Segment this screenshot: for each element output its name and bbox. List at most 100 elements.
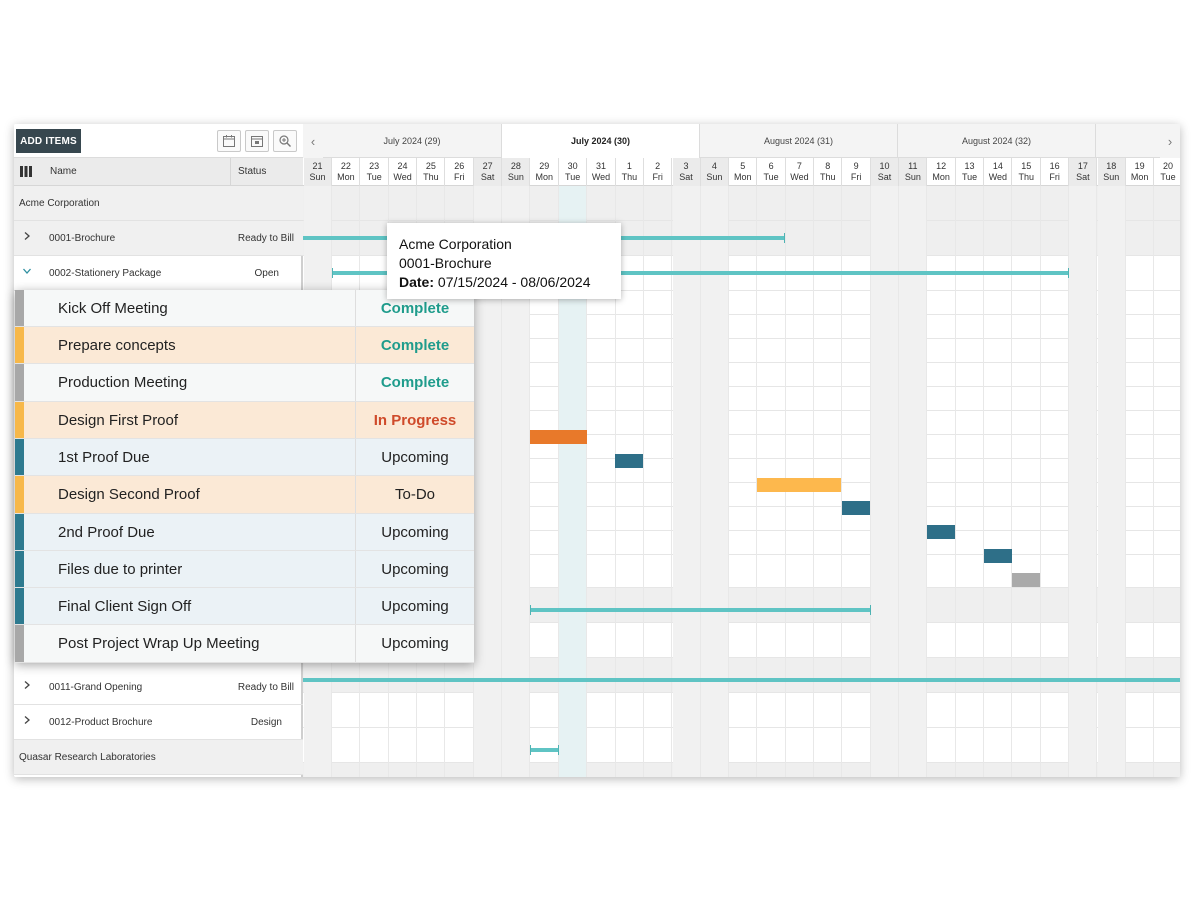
calendar-icon[interactable] bbox=[217, 130, 241, 152]
task-name: Production Meeting bbox=[58, 374, 188, 391]
task-color-stripe bbox=[15, 625, 24, 662]
task-row[interactable]: 2nd Proof Due Upcoming bbox=[15, 514, 474, 551]
group-row-acme[interactable]: Acme Corporation bbox=[14, 186, 303, 221]
group-row-bg bbox=[303, 658, 1180, 693]
task-name: Design Second Proof bbox=[58, 486, 200, 503]
day-number: 21 bbox=[312, 161, 323, 171]
day-of-week: Sun bbox=[507, 172, 524, 182]
chevron-down-icon[interactable] bbox=[22, 266, 34, 280]
task-status: Upcoming bbox=[355, 439, 474, 475]
task-row[interactable]: Final Client Sign Off Upcoming bbox=[15, 588, 474, 625]
task-color-stripe bbox=[15, 514, 24, 550]
task-row[interactable]: Post Project Wrap Up Meeting Upcoming bbox=[15, 625, 474, 663]
day-header-cell: 26 Fri bbox=[446, 158, 474, 186]
columns-icon[interactable] bbox=[20, 166, 32, 180]
day-number: 7 bbox=[796, 161, 802, 171]
task-row[interactable]: Prepare concepts Complete bbox=[15, 327, 474, 364]
task-bar-production-meeting[interactable] bbox=[530, 430, 587, 444]
chevron-right-icon[interactable] bbox=[22, 680, 34, 694]
project-bar-stationery[interactable] bbox=[332, 268, 1069, 278]
day-number: 3 bbox=[683, 161, 689, 171]
day-of-week: Sun bbox=[1103, 172, 1120, 182]
day-number: 20 bbox=[1162, 161, 1173, 171]
task-color-stripe bbox=[15, 327, 24, 363]
task-bar-1st-proof[interactable] bbox=[615, 454, 643, 468]
group-row-quasar[interactable]: Quasar Research Laboratories bbox=[14, 740, 303, 775]
task-color-stripe bbox=[15, 476, 24, 513]
chevron-right-icon[interactable]: › bbox=[1160, 124, 1180, 158]
task-bar-wrap-up[interactable] bbox=[1012, 573, 1040, 587]
chevron-left-icon[interactable]: ‹ bbox=[303, 124, 323, 158]
day-number: 24 bbox=[397, 161, 408, 171]
day-header-cell: 11 Sun bbox=[899, 158, 928, 186]
task-row-bg bbox=[303, 507, 1180, 531]
day-column bbox=[1013, 186, 1041, 777]
task-list-popup: Kick Off Meeting Complete Prepare concepts… bbox=[15, 290, 474, 663]
task-status: In Progress bbox=[355, 402, 474, 438]
task-color-stripe bbox=[15, 364, 24, 401]
day-header-cell: 31 Wed bbox=[588, 158, 616, 186]
add-items-button[interactable]: ADD ITEMS bbox=[16, 129, 81, 153]
day-column bbox=[616, 186, 644, 777]
task-bar-proof-due[interactable] bbox=[842, 501, 870, 515]
day-header-cell: 5 Mon bbox=[729, 158, 758, 186]
day-number: 18 bbox=[1106, 161, 1117, 171]
day-of-week: Thu bbox=[423, 172, 439, 182]
day-of-week: Mon bbox=[932, 172, 950, 182]
chevron-right-icon[interactable] bbox=[22, 715, 34, 729]
day-of-week: Fri bbox=[1049, 172, 1060, 182]
task-bar-range[interactable] bbox=[530, 605, 871, 615]
day-header-cell: 15 Thu bbox=[1013, 158, 1041, 186]
project-status: Ready to Bill bbox=[237, 233, 294, 244]
day-header-cell: 27 Sat bbox=[474, 158, 503, 186]
task-name: Design First Proof bbox=[58, 412, 179, 429]
day-of-week: Mon bbox=[733, 172, 752, 182]
day-of-week: Fri bbox=[652, 172, 663, 182]
task-bar-sign-off[interactable] bbox=[984, 549, 1012, 563]
day-of-week: Fri bbox=[850, 172, 862, 182]
task-row[interactable]: Design First Proof In Progress bbox=[15, 402, 474, 439]
project-bar-grand-opening[interactable] bbox=[530, 745, 559, 755]
day-header-cell: 28 Sun bbox=[502, 158, 531, 186]
day-of-week: Wed bbox=[591, 172, 611, 182]
chevron-right-icon[interactable] bbox=[22, 231, 34, 245]
day-number: 12 bbox=[936, 161, 947, 171]
task-row[interactable]: Production Meeting Complete bbox=[15, 364, 474, 402]
task-status: To-Do bbox=[355, 476, 474, 513]
month-week-label: July 2024 (29) bbox=[323, 124, 502, 158]
project-row-brochure[interactable]: 0001-Brochure Ready to Bill bbox=[14, 221, 303, 256]
day-number: 29 bbox=[539, 161, 550, 171]
project-status: Design bbox=[250, 717, 282, 728]
project-row-stationery[interactable]: 0002-Stationery Package Open bbox=[14, 256, 303, 291]
day-header-cell: 13 Tue bbox=[956, 158, 985, 186]
task-row[interactable]: Design Second Proof To-Do bbox=[15, 476, 474, 514]
day-number: 14 bbox=[992, 161, 1003, 171]
name-column-header[interactable]: Name bbox=[50, 166, 77, 177]
task-name: 2nd Proof Due bbox=[58, 524, 155, 541]
day-of-week: Thu bbox=[621, 172, 638, 182]
day-of-week: Thu bbox=[1018, 172, 1034, 182]
task-status: Upcoming bbox=[355, 514, 474, 550]
day-of-week: Mon bbox=[1130, 172, 1149, 182]
task-row[interactable]: 1st Proof Due Upcoming bbox=[15, 439, 474, 476]
task-row[interactable]: Files due to printer Upcoming bbox=[15, 551, 474, 588]
project-row-product-brochure[interactable]: 0012-Product Brochure Design bbox=[14, 705, 303, 740]
task-bar-design-first-proof[interactable] bbox=[757, 478, 841, 492]
day-column bbox=[1097, 186, 1126, 777]
tooltip-date-range: 07/15/2024 - 08/06/2024 bbox=[437, 274, 591, 290]
day-column bbox=[1069, 186, 1098, 777]
task-name: Prepare concepts bbox=[58, 337, 176, 354]
day-of-week: Sat bbox=[480, 172, 495, 182]
zoom-icon[interactable] bbox=[273, 130, 297, 152]
bar-tooltip: Acme Corporation 0001-Brochure Date: 07/… bbox=[387, 223, 621, 299]
day-of-week: Sun bbox=[706, 172, 723, 182]
task-bar-files-due[interactable] bbox=[927, 525, 955, 539]
calendar-today-icon[interactable] bbox=[245, 130, 269, 152]
day-number: 13 bbox=[964, 161, 975, 171]
day-of-week: Thu bbox=[820, 172, 836, 182]
project-bar[interactable] bbox=[303, 678, 1180, 682]
day-column bbox=[644, 186, 673, 777]
status-column-header[interactable]: Status bbox=[230, 158, 303, 186]
project-row-grand-opening[interactable]: 0011-Grand Opening Ready to Bill bbox=[14, 670, 303, 705]
day-header-cell: 1 Thu bbox=[616, 158, 644, 186]
